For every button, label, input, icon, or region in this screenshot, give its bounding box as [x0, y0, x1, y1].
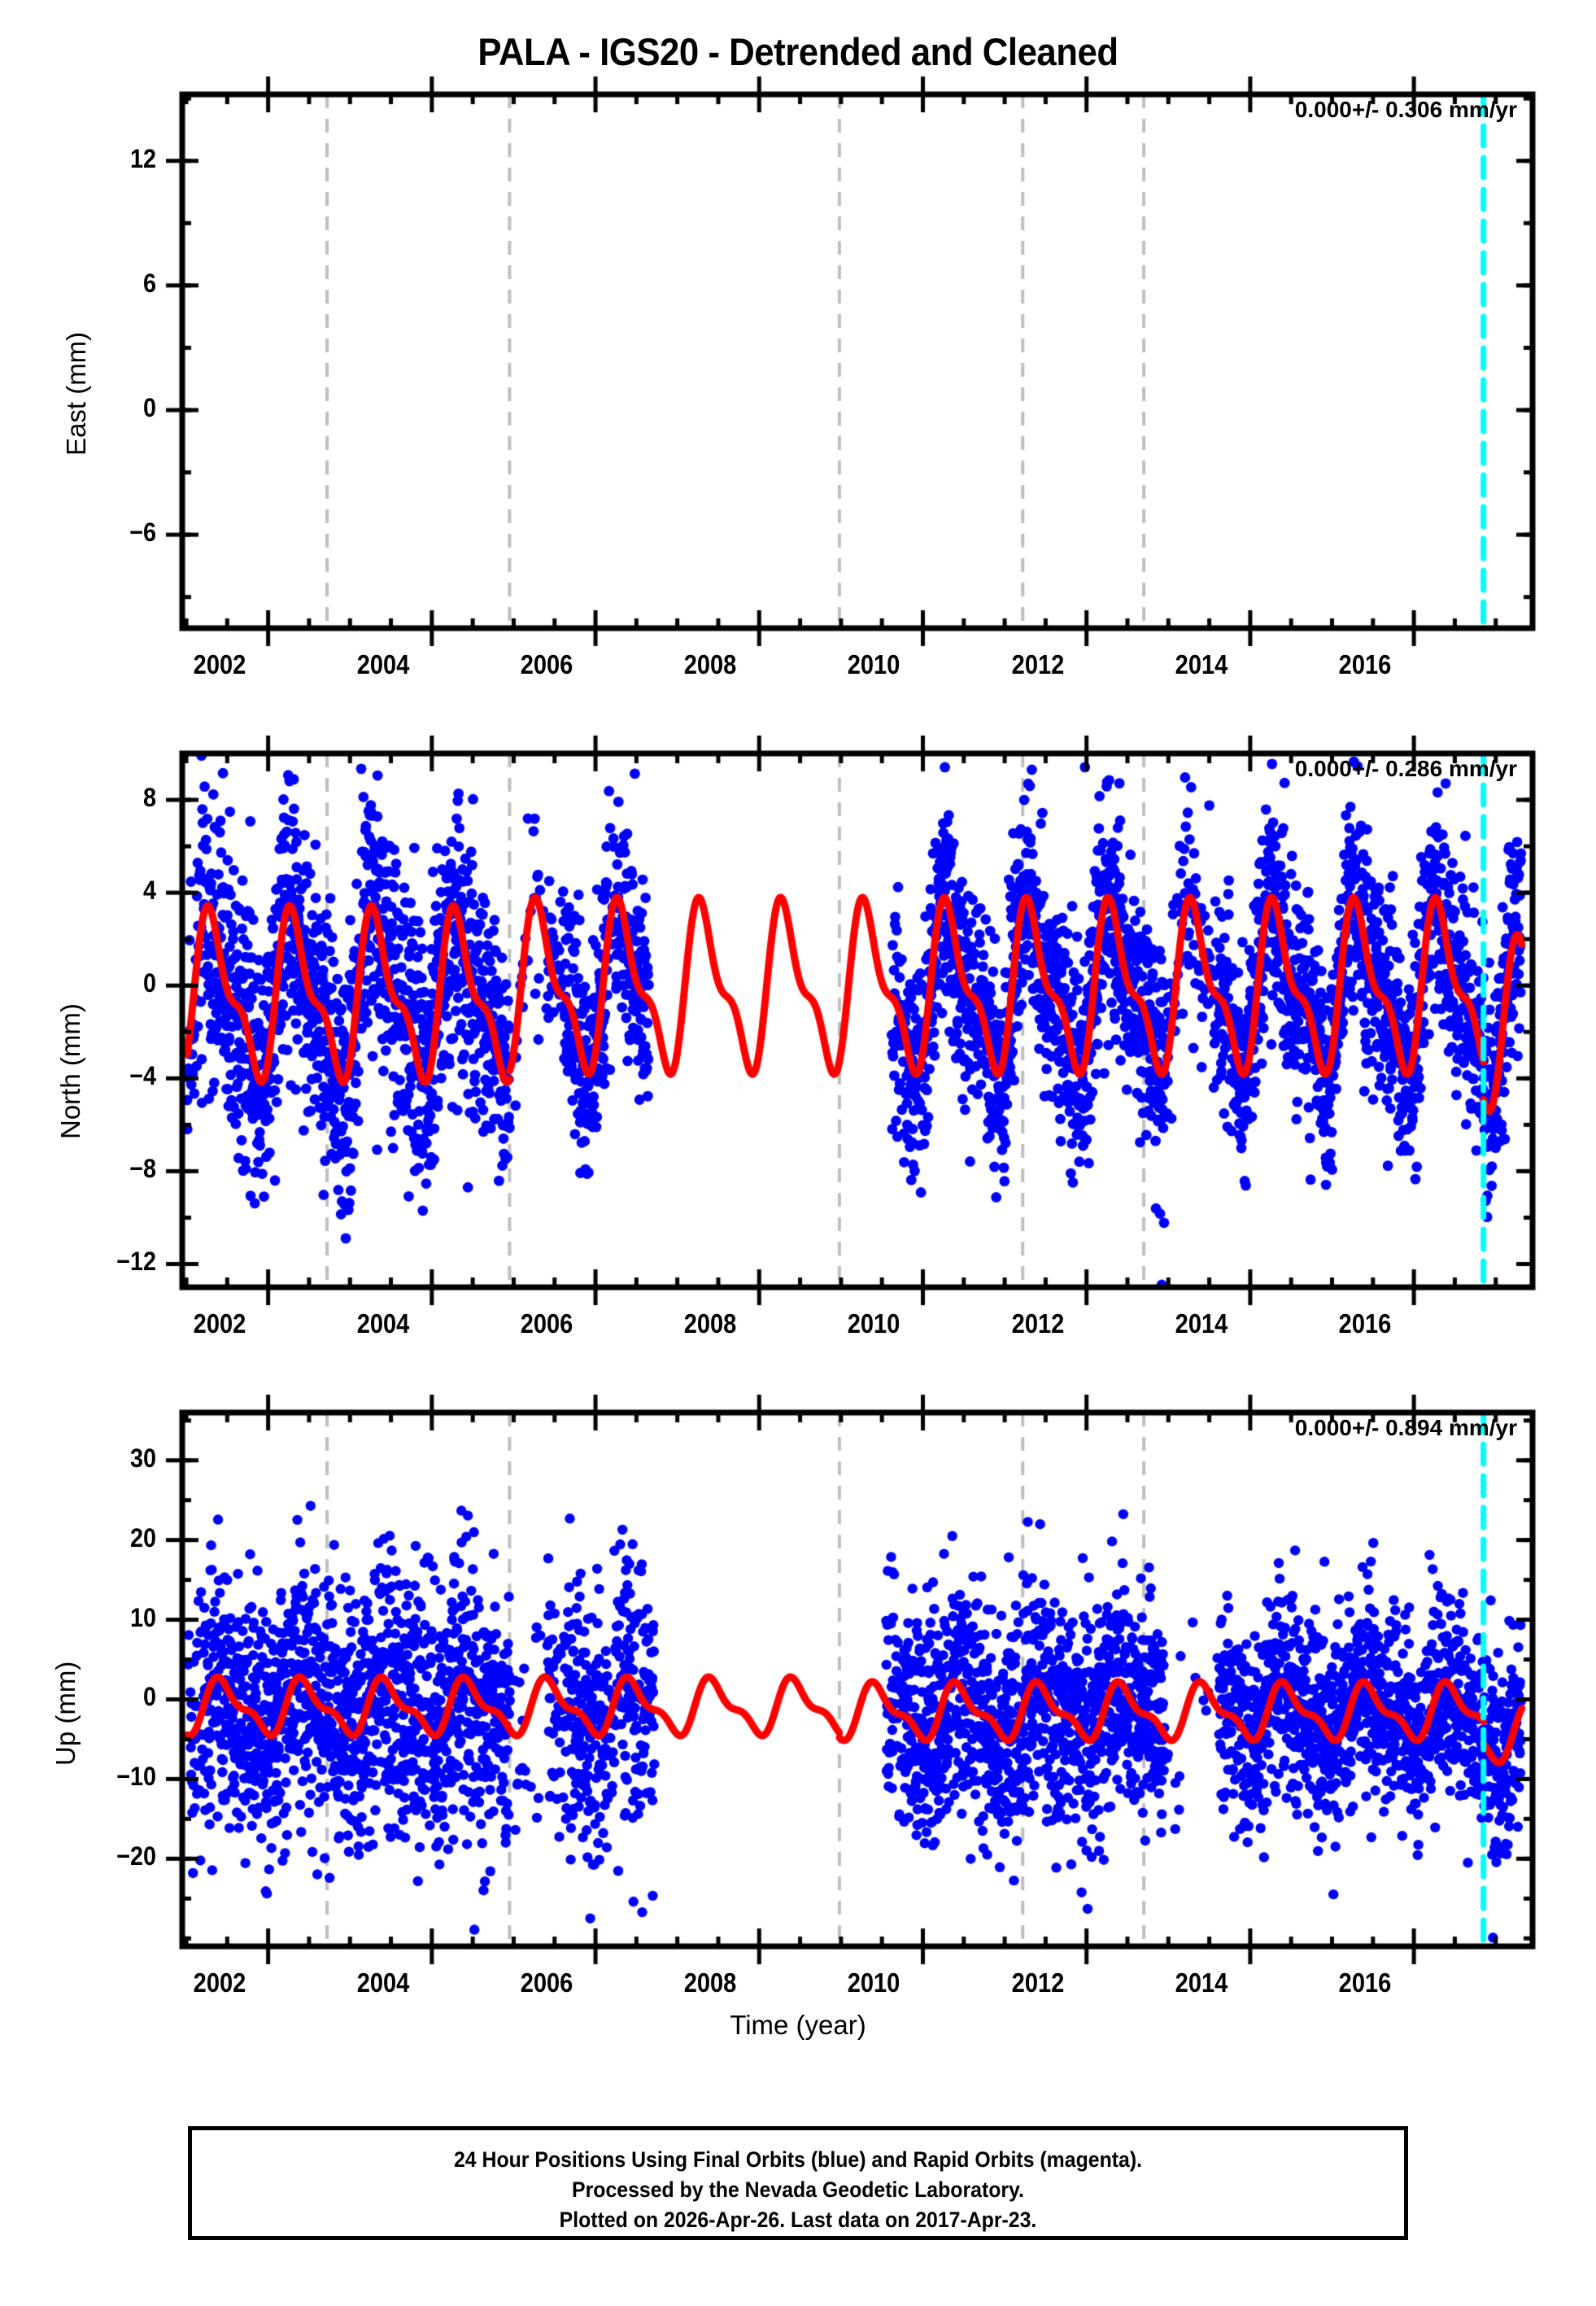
x-tick-label-2016: 2016 — [1338, 1308, 1392, 1339]
x-tick-label-2016: 2016 — [1338, 1968, 1392, 1998]
x-tick-label-2004: 2004 — [356, 649, 410, 679]
y-tick-label-north--4: −4 — [129, 1061, 156, 1091]
x-tick-label-2016: 2016 — [1338, 649, 1392, 679]
north-rate-annotation: 0.000+/- 0.286 mm/yr — [1294, 756, 1517, 781]
y-tick-label-up-30: 30 — [129, 1443, 156, 1473]
caption-line-2: Processed by the Nevada Geodetic Laborat… — [572, 2177, 1024, 2202]
y-tick-label-east-12: 12 — [129, 143, 156, 173]
y-tick-label-up-10: 10 — [129, 1602, 156, 1632]
y-tick-label-up--20: −20 — [116, 1841, 156, 1871]
caption-box: 24 Hour Positions Using Final Orbits (bl… — [188, 2126, 1408, 2240]
x-tick-label-2002: 2002 — [193, 649, 246, 679]
x-tick-label-2010: 2010 — [848, 1308, 900, 1339]
caption-line-1: 24 Hour Positions Using Final Orbits (bl… — [453, 2147, 1143, 2172]
up-rate-annotation: 0.000+/- 0.894 mm/yr — [1294, 1415, 1517, 1440]
x-tick-label-2010: 2010 — [848, 649, 900, 679]
x-tick-label-2010: 2010 — [848, 1968, 900, 1998]
x-tick-label-2008: 2008 — [683, 1308, 737, 1339]
east-rate-annotation: 0.000+/- 0.306 mm/yr — [1294, 97, 1517, 122]
x-tick-label-2002: 2002 — [193, 1308, 246, 1339]
x-tick-label-2014: 2014 — [1175, 1968, 1228, 1998]
y-tick-label-north--12: −12 — [116, 1247, 156, 1277]
x-tick-label-2004: 2004 — [356, 1968, 410, 1998]
page-title: PALA - IGS20 - Detrended and Cleaned — [477, 30, 1119, 73]
x-tick-label-2006: 2006 — [520, 1968, 573, 1998]
x-tick-label-2002: 2002 — [193, 1968, 246, 1998]
y-tick-label-up--10: −10 — [116, 1762, 156, 1792]
x-tick-label-2006: 2006 — [520, 1308, 573, 1339]
x-tick-label-2012: 2012 — [1011, 649, 1064, 679]
y-tick-label-east-6: 6 — [142, 268, 156, 298]
x-tick-label-2014: 2014 — [1175, 649, 1228, 679]
y-tick-label-north-4: 4 — [142, 876, 156, 906]
x-tick-label-2004: 2004 — [356, 1308, 410, 1339]
y-tick-label-east--6: −6 — [129, 518, 156, 548]
y-tick-label-up-0: 0 — [142, 1682, 156, 1712]
x-axis-label: Time (year) — [730, 2010, 866, 2040]
y-tick-label-east-0: 0 — [142, 392, 156, 422]
x-tick-label-2012: 2012 — [1011, 1308, 1064, 1339]
y-tick-label-up-20: 20 — [129, 1522, 156, 1553]
y-tick-label-north-0: 0 — [142, 968, 156, 998]
x-tick-label-2014: 2014 — [1175, 1308, 1228, 1339]
y-tick-label-north-8: 8 — [142, 783, 156, 813]
x-tick-label-2012: 2012 — [1011, 1968, 1064, 1998]
caption-line-3: Plotted on 2026-Apr-26. Last data on 201… — [559, 2208, 1037, 2232]
x-tick-label-2006: 2006 — [520, 649, 573, 679]
x-tick-label-2008: 2008 — [683, 1968, 737, 1998]
up-y-axis-label: Up (mm) — [50, 1661, 81, 1766]
x-tick-label-2008: 2008 — [683, 649, 737, 679]
y-tick-label-north--8: −8 — [129, 1154, 156, 1184]
